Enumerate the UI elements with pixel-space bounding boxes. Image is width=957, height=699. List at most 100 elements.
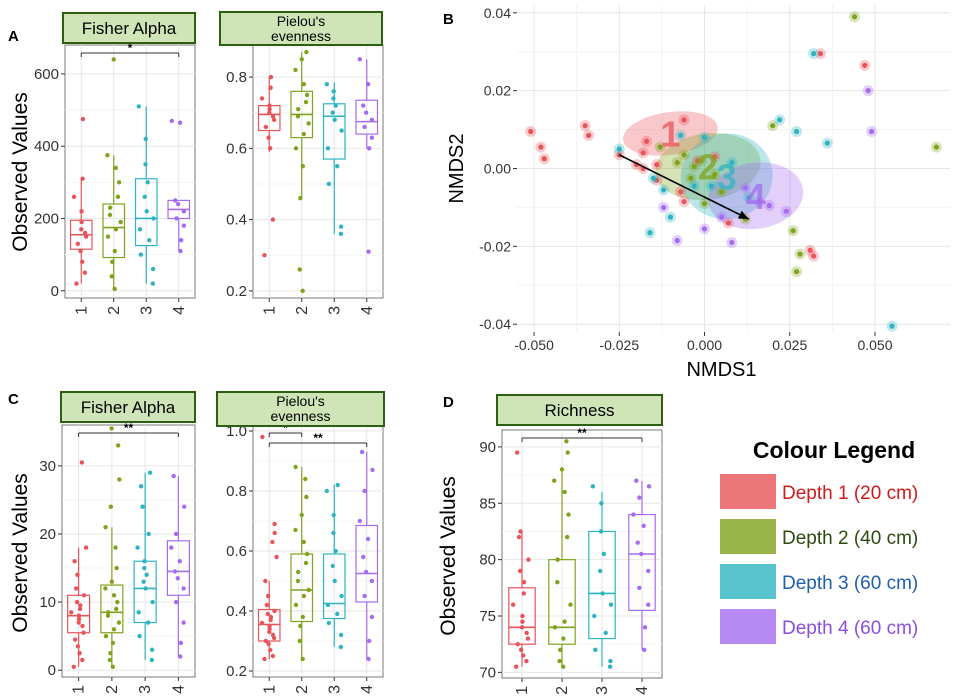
data-point (136, 610, 141, 615)
data-point (326, 181, 332, 187)
data-point (359, 449, 365, 455)
data-point (268, 85, 273, 90)
data-point (817, 51, 824, 57)
box (548, 559, 576, 645)
data-point (332, 578, 337, 584)
data-point (259, 96, 265, 101)
data-point (103, 586, 108, 591)
x-tick-label: 2 (294, 306, 311, 315)
data-point (526, 557, 531, 562)
data-point (304, 551, 310, 557)
data-point (74, 281, 79, 286)
x-tick-label: 3 (326, 306, 343, 315)
data-point (521, 591, 526, 596)
data-point (144, 209, 149, 214)
data-point (76, 616, 82, 622)
data-point (564, 439, 569, 444)
data-point (742, 185, 749, 191)
data-point (270, 632, 276, 638)
data-point (325, 602, 331, 608)
data-point (108, 650, 113, 656)
data-point (363, 110, 369, 115)
data-point (698, 158, 704, 164)
y-tick-label: 0.6 (226, 140, 247, 157)
data-point (811, 253, 817, 259)
data-point (175, 201, 181, 207)
data-point (637, 585, 642, 591)
data-point (562, 489, 567, 495)
legend-label: Depth 4 (60 cm) (782, 618, 918, 639)
data-point (333, 103, 338, 108)
data-point (76, 620, 81, 625)
data-point (325, 146, 331, 151)
data-point (177, 559, 182, 564)
data-point (115, 443, 121, 448)
data-point (81, 593, 87, 598)
data-point (746, 195, 752, 201)
y-tick-label: 20 (39, 526, 56, 543)
trend-arrow-head (737, 210, 749, 220)
data-point (678, 189, 684, 195)
data-point (107, 212, 113, 218)
data-point (338, 632, 344, 638)
box (322, 553, 346, 620)
data-point (361, 103, 366, 108)
centroid-label: 4 (746, 176, 766, 217)
data-point (297, 638, 302, 644)
data-point (331, 530, 336, 536)
data-point (661, 187, 667, 193)
data-point (333, 548, 338, 554)
data-point (701, 200, 708, 207)
data-point (361, 554, 366, 560)
data-point (151, 216, 156, 221)
data-point (603, 630, 608, 636)
data-point (366, 656, 371, 662)
x-tick-label: 2 (294, 685, 311, 694)
data-point (268, 614, 274, 620)
data-point (369, 614, 375, 620)
y-axis-title: Observed Values (9, 92, 32, 252)
data-point (369, 117, 375, 123)
data-point (513, 664, 519, 669)
data-point (267, 623, 272, 629)
data-point (115, 194, 121, 199)
data-point (681, 117, 687, 123)
legend-label: Depth 3 (60 cm) (782, 573, 918, 594)
x-tick-label: 3 (326, 685, 343, 694)
data-point (366, 146, 372, 151)
data-point (557, 658, 562, 664)
data-point (108, 504, 114, 509)
data-point (590, 484, 596, 489)
x-tick-label: -0.050 (514, 337, 554, 353)
data-point (142, 559, 147, 564)
data-point (75, 644, 81, 649)
y-tick-label: 0.8 (226, 69, 247, 86)
chart-C1: 0 10 20 30 1 2 3 4 ** Fisher Alpha (39, 391, 196, 694)
data-point (69, 610, 74, 615)
x-tick-label: 1 (261, 306, 278, 315)
data-point (637, 495, 642, 500)
y-tick-label: 600 (34, 66, 59, 83)
data-point (304, 92, 310, 98)
data-point (303, 476, 308, 482)
data-point (149, 647, 155, 652)
data-point (295, 114, 301, 119)
data-point (114, 565, 119, 571)
y-tick-label: 0.8 (226, 483, 247, 500)
data-point (173, 198, 178, 203)
data-point (601, 551, 607, 557)
data-point (701, 134, 708, 140)
data-point (369, 135, 375, 140)
confidence-ellipse-4 (708, 162, 804, 230)
data-point (110, 259, 115, 265)
x-tick-label: 0.050 (857, 337, 892, 353)
y-tick-label: 0.2 (226, 663, 247, 680)
data-point (357, 57, 363, 62)
data-point (293, 527, 298, 533)
data-point (271, 117, 277, 123)
data-point (110, 664, 116, 669)
data-point (518, 647, 524, 653)
data-point (597, 568, 603, 574)
data-point (712, 154, 718, 160)
